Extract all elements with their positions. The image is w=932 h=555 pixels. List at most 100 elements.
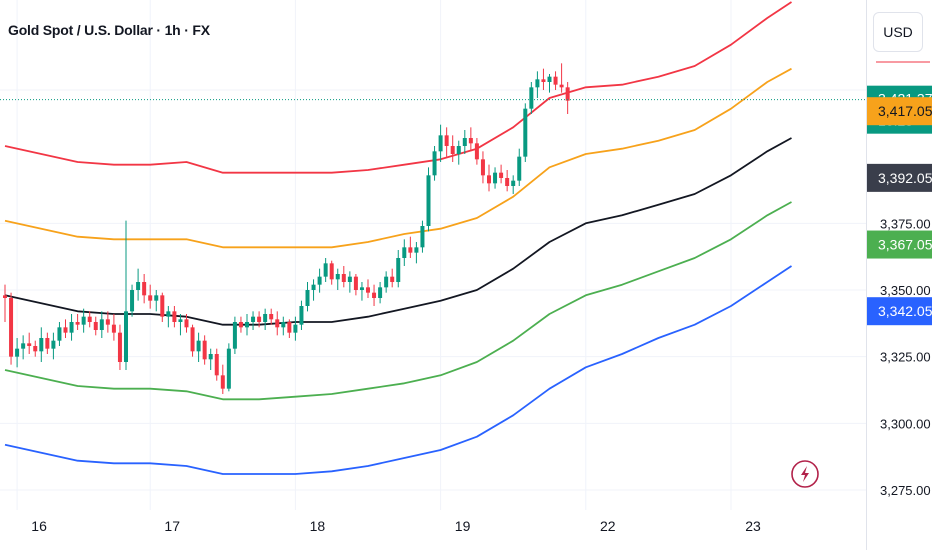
candle-body	[414, 247, 419, 253]
x-axis: 16 17 18 19 22 23	[31, 518, 761, 534]
candle-body	[535, 79, 540, 88]
candle	[366, 279, 370, 298]
candle	[317, 268, 322, 293]
candle-body	[287, 322, 292, 333]
candle	[263, 308, 268, 330]
candle	[505, 170, 510, 192]
candle	[93, 316, 98, 336]
candle	[99, 311, 104, 338]
candle	[511, 175, 516, 194]
price-label-upper-band-2: 3,417.05	[867, 97, 932, 126]
candle	[111, 314, 116, 341]
price-label-value: 3,417.05	[878, 103, 932, 119]
candle	[257, 311, 262, 328]
candle	[184, 314, 189, 333]
candle	[87, 311, 92, 328]
candle-body	[559, 84, 564, 88]
candle-body	[257, 316, 262, 322]
candle	[3, 284, 7, 322]
candle	[166, 306, 171, 328]
candle-body	[220, 375, 225, 389]
candle	[75, 314, 80, 330]
flash-icon[interactable]	[791, 460, 819, 488]
y-tick-label: 3,350.00	[880, 283, 931, 298]
candle-body	[45, 338, 50, 349]
candle	[426, 167, 431, 232]
candle-body	[130, 290, 135, 312]
candle	[305, 282, 310, 312]
candle-body	[190, 327, 195, 352]
candle	[196, 332, 201, 362]
price-label-box	[867, 297, 932, 326]
candle-body	[529, 87, 534, 109]
candle	[347, 271, 352, 293]
candle	[232, 316, 237, 354]
candle-body	[420, 226, 425, 248]
candle	[39, 327, 44, 362]
candle-body	[378, 287, 383, 298]
candle-body	[505, 178, 510, 186]
candle	[565, 82, 570, 114]
band-line-upper1	[4, 67, 792, 249]
candle	[444, 127, 449, 157]
candle-body	[438, 135, 443, 152]
candle-body	[33, 346, 38, 352]
candle	[547, 74, 552, 93]
candle	[323, 258, 328, 282]
candle	[487, 164, 491, 192]
candle-body	[208, 354, 213, 360]
candle-body	[117, 332, 122, 362]
candle	[450, 135, 455, 162]
candle-body	[444, 135, 449, 146]
candle-body	[178, 319, 183, 322]
candle	[21, 335, 26, 360]
candle-body	[511, 180, 516, 186]
price-label-value: 3,392.05	[878, 170, 932, 186]
candle-body	[523, 108, 528, 157]
candle	[117, 324, 122, 370]
candle-body	[450, 146, 455, 154]
candle	[81, 308, 86, 333]
candle-body	[517, 156, 522, 181]
price-label-box	[867, 230, 932, 259]
candle	[45, 332, 50, 354]
candle	[535, 71, 540, 98]
candle-body	[21, 343, 26, 349]
candle	[493, 167, 498, 189]
candle	[190, 324, 195, 357]
candle-body	[226, 348, 231, 389]
candle-body	[75, 322, 80, 325]
candle	[335, 268, 340, 290]
candle-body	[160, 295, 165, 317]
candle-body	[311, 284, 316, 290]
candle	[214, 348, 219, 381]
candle	[154, 290, 159, 312]
candle	[396, 250, 401, 288]
candle	[245, 314, 249, 336]
candle-body	[93, 322, 98, 330]
candle	[390, 268, 395, 288]
candle-body	[335, 274, 340, 280]
price-label-value: 3,367.05	[878, 237, 932, 253]
currency-button[interactable]: USD	[873, 12, 923, 52]
candle-body	[184, 319, 189, 328]
candles-group	[3, 63, 570, 394]
candle-body	[245, 322, 249, 328]
candle-body	[323, 263, 328, 277]
candle-body	[480, 159, 485, 176]
candle-body	[426, 175, 431, 226]
candle-body	[372, 292, 377, 298]
candle-body	[474, 143, 479, 160]
candle-body	[281, 322, 286, 328]
candle	[499, 164, 504, 184]
candle-body	[136, 282, 141, 290]
candle-body	[499, 172, 504, 178]
candle-body	[462, 138, 467, 146]
candle-body	[238, 322, 243, 328]
candle-body	[468, 138, 473, 144]
chart-background	[0, 0, 866, 550]
price-label-box	[867, 97, 932, 126]
candle	[142, 274, 147, 304]
